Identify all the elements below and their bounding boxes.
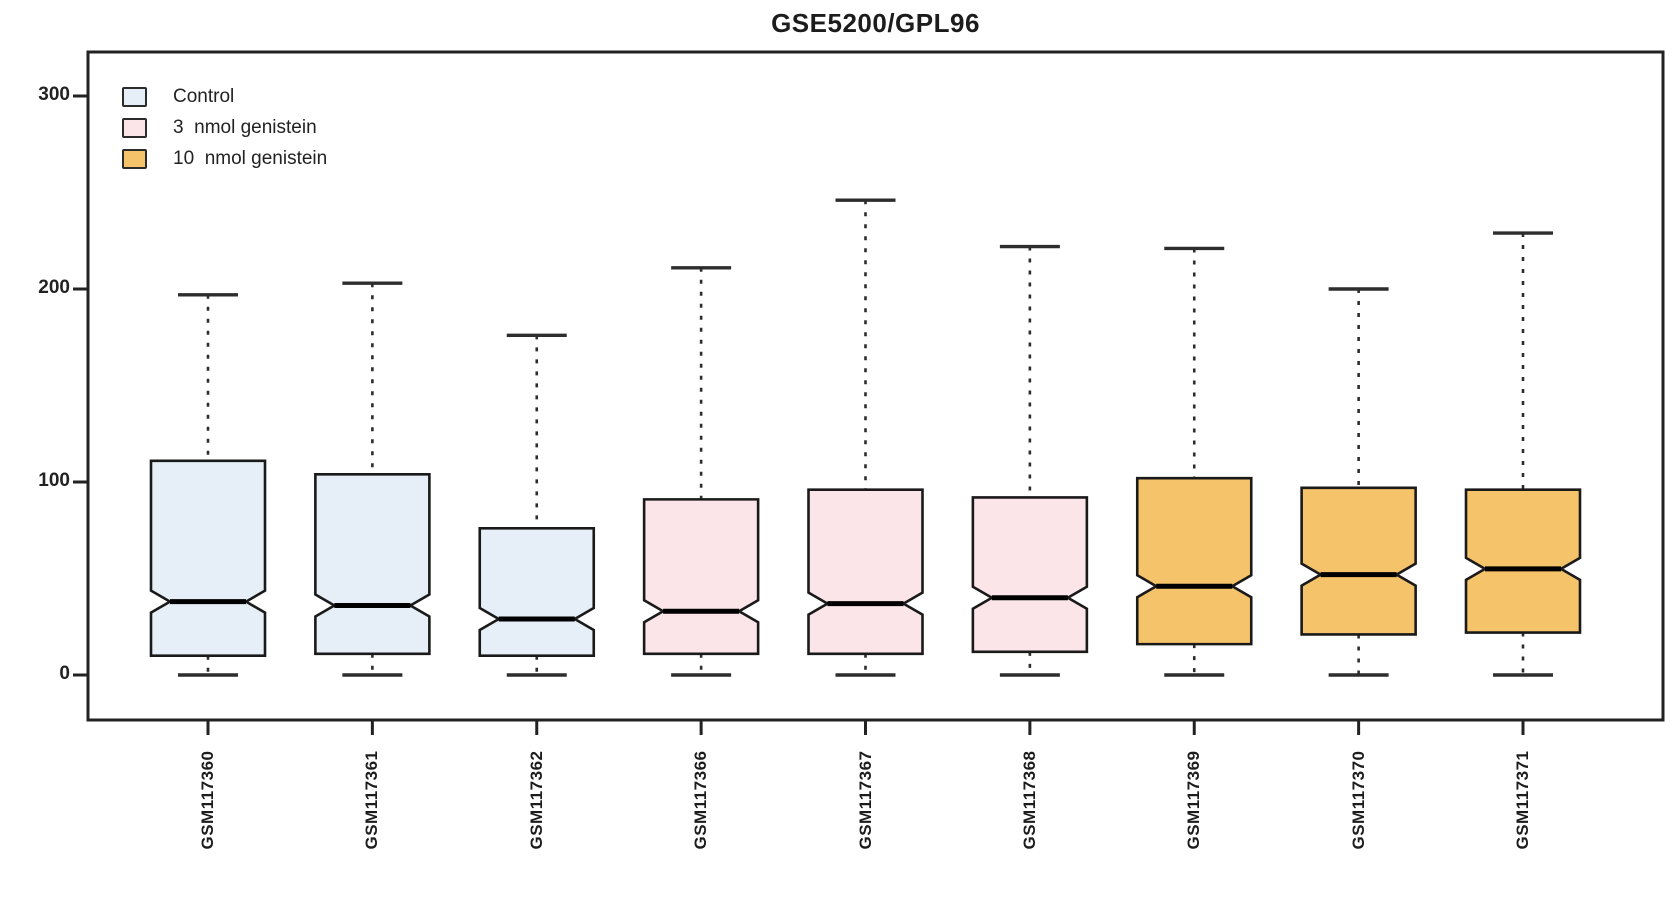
box-GSM117361 [314, 281, 431, 677]
box-GSM117369 [1135, 246, 1253, 677]
legend-label-control: Control [173, 86, 235, 107]
x-tick-label-gsm117371: GSM117371 [1513, 750, 1532, 850]
x-tick-label-gsm117360: GSM117360 [198, 750, 217, 850]
box-GSM117362 [478, 333, 596, 677]
legend-item-3nmol-genistein: 3 nmol genistein [122, 117, 327, 139]
box-GSM117366 [642, 266, 760, 677]
box-body [149, 459, 267, 657]
box-GSM117370 [1300, 287, 1417, 677]
box-GSM117368 [971, 244, 1089, 677]
box-body [1135, 476, 1253, 646]
box-body [314, 472, 431, 656]
x-tick-label-gsm117368: GSM117368 [1019, 750, 1039, 850]
y-tick-label-0: 0 [59, 663, 70, 684]
y-tick-label-300: 300 [38, 84, 70, 105]
x-tick-label-gsm117362: GSM117362 [526, 750, 546, 850]
box-body [642, 498, 760, 656]
chart-title: GSE5200/GPL96 [771, 8, 980, 38]
legend-swatch-3nmol-genistein [122, 118, 147, 138]
legend-swatch-control [122, 87, 147, 107]
box-body [1464, 488, 1582, 634]
box-GSM117367 [807, 198, 924, 677]
box-body [478, 527, 596, 657]
legend-label-10nmol-genistein: 10 nmol genistein [173, 148, 328, 169]
x-tick-label-gsm117367: GSM117367 [855, 750, 875, 850]
box-GSM117360 [149, 293, 267, 677]
legend-swatch-10nmol-genistein [122, 149, 147, 169]
box-body [807, 488, 924, 656]
y-tick-label-100: 100 [38, 470, 70, 491]
x-tick-label-gsm117361: GSM117361 [362, 750, 382, 850]
plot-frame [86, 50, 1665, 722]
legend-label-3nmol-genistein: 3 nmol genistein [173, 117, 317, 138]
x-tick-label-gsm117366: GSM117366 [691, 750, 711, 850]
x-tick-label-gsm117370: GSM117370 [1348, 750, 1368, 850]
box-GSM117371 [1464, 231, 1582, 677]
legend: Control 3 nmol genistein 10 nmol geniste… [122, 86, 327, 179]
x-tick-label-gsm117369: GSM117369 [1184, 750, 1204, 850]
legend-item-10nmol-genistein: 10 nmol genistein [122, 148, 327, 170]
legend-item-control: Control [122, 86, 327, 108]
y-tick-label-200: 200 [38, 277, 70, 298]
box-body [1300, 486, 1417, 636]
box-body [971, 496, 1089, 654]
